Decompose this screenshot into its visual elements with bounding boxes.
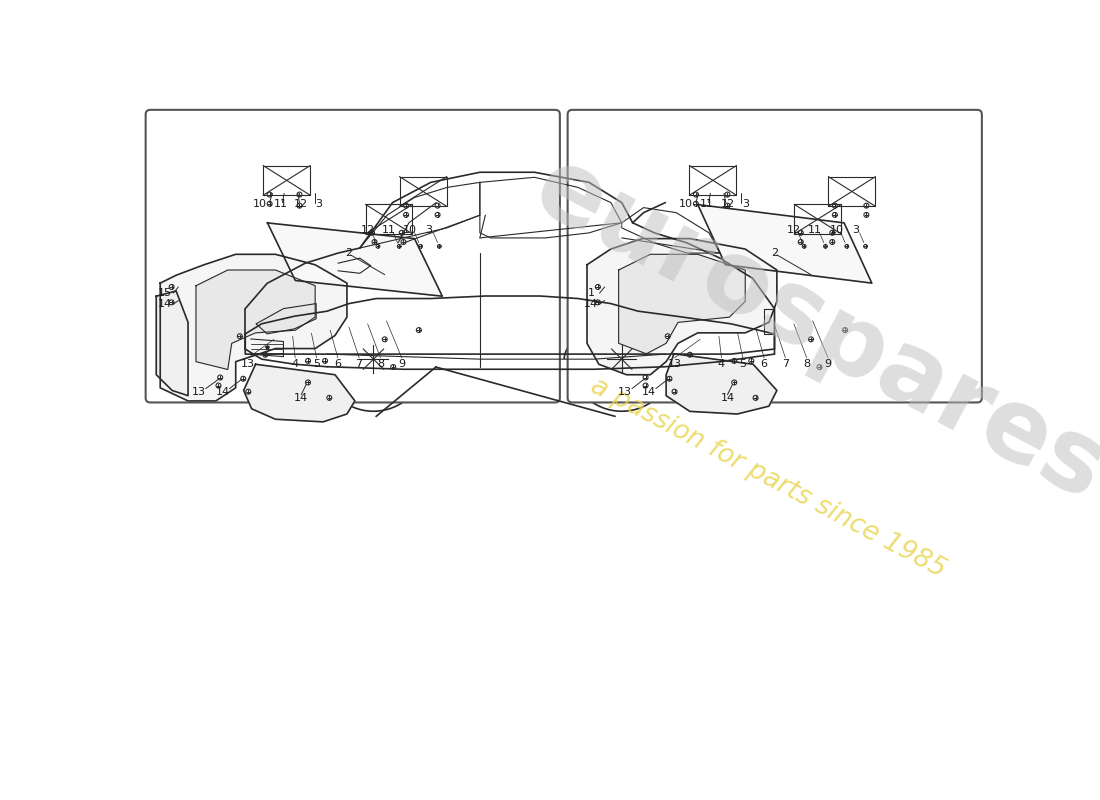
Text: 2: 2 <box>345 248 352 258</box>
Text: 6: 6 <box>760 359 768 369</box>
Polygon shape <box>587 238 777 374</box>
Polygon shape <box>161 254 346 401</box>
Text: 2: 2 <box>771 248 779 258</box>
Text: 8: 8 <box>377 359 384 369</box>
Text: 14: 14 <box>294 393 308 403</box>
Text: 7: 7 <box>355 359 363 369</box>
Text: a passion for parts since 1985: a passion for parts since 1985 <box>586 373 950 583</box>
Text: 13: 13 <box>618 386 632 397</box>
Text: 14: 14 <box>157 299 172 310</box>
Text: 14: 14 <box>584 299 598 310</box>
Polygon shape <box>156 291 188 396</box>
Text: 4: 4 <box>718 359 725 369</box>
Text: 10: 10 <box>252 198 266 209</box>
Text: 10: 10 <box>829 226 844 235</box>
Text: 3: 3 <box>851 226 859 235</box>
Text: 5: 5 <box>739 359 746 369</box>
Polygon shape <box>618 254 745 354</box>
Text: 8: 8 <box>803 359 811 369</box>
Text: 11: 11 <box>808 226 822 235</box>
Text: 6: 6 <box>334 359 341 369</box>
Text: 13: 13 <box>191 386 206 397</box>
Polygon shape <box>267 223 442 296</box>
Text: eurospares: eurospares <box>518 139 1100 522</box>
Text: 15: 15 <box>157 288 172 298</box>
Text: 9: 9 <box>825 359 832 369</box>
Text: 5: 5 <box>314 359 320 369</box>
Polygon shape <box>196 270 316 370</box>
Polygon shape <box>697 205 872 283</box>
Text: 13: 13 <box>668 359 682 369</box>
Text: 12: 12 <box>361 226 375 235</box>
Text: 9: 9 <box>398 359 405 369</box>
Text: 12: 12 <box>720 198 735 209</box>
Text: 11: 11 <box>700 198 714 209</box>
Text: 12: 12 <box>294 198 308 209</box>
Polygon shape <box>244 364 355 422</box>
Text: 10: 10 <box>679 198 693 209</box>
FancyBboxPatch shape <box>145 110 560 402</box>
Text: 11: 11 <box>274 198 288 209</box>
Text: 14: 14 <box>720 393 735 403</box>
Text: 13: 13 <box>241 359 255 369</box>
FancyBboxPatch shape <box>568 110 982 402</box>
Text: 3: 3 <box>426 226 432 235</box>
Text: 14: 14 <box>642 386 656 397</box>
Text: 12: 12 <box>786 226 801 235</box>
Text: 1: 1 <box>587 288 594 298</box>
Text: 7: 7 <box>782 359 789 369</box>
Text: 4: 4 <box>292 359 299 369</box>
Text: 10: 10 <box>404 226 417 235</box>
Text: 3: 3 <box>316 198 322 209</box>
Text: 11: 11 <box>382 226 396 235</box>
Polygon shape <box>667 354 777 414</box>
Text: 14: 14 <box>216 386 230 397</box>
Text: 3: 3 <box>741 198 749 209</box>
Polygon shape <box>245 296 774 354</box>
